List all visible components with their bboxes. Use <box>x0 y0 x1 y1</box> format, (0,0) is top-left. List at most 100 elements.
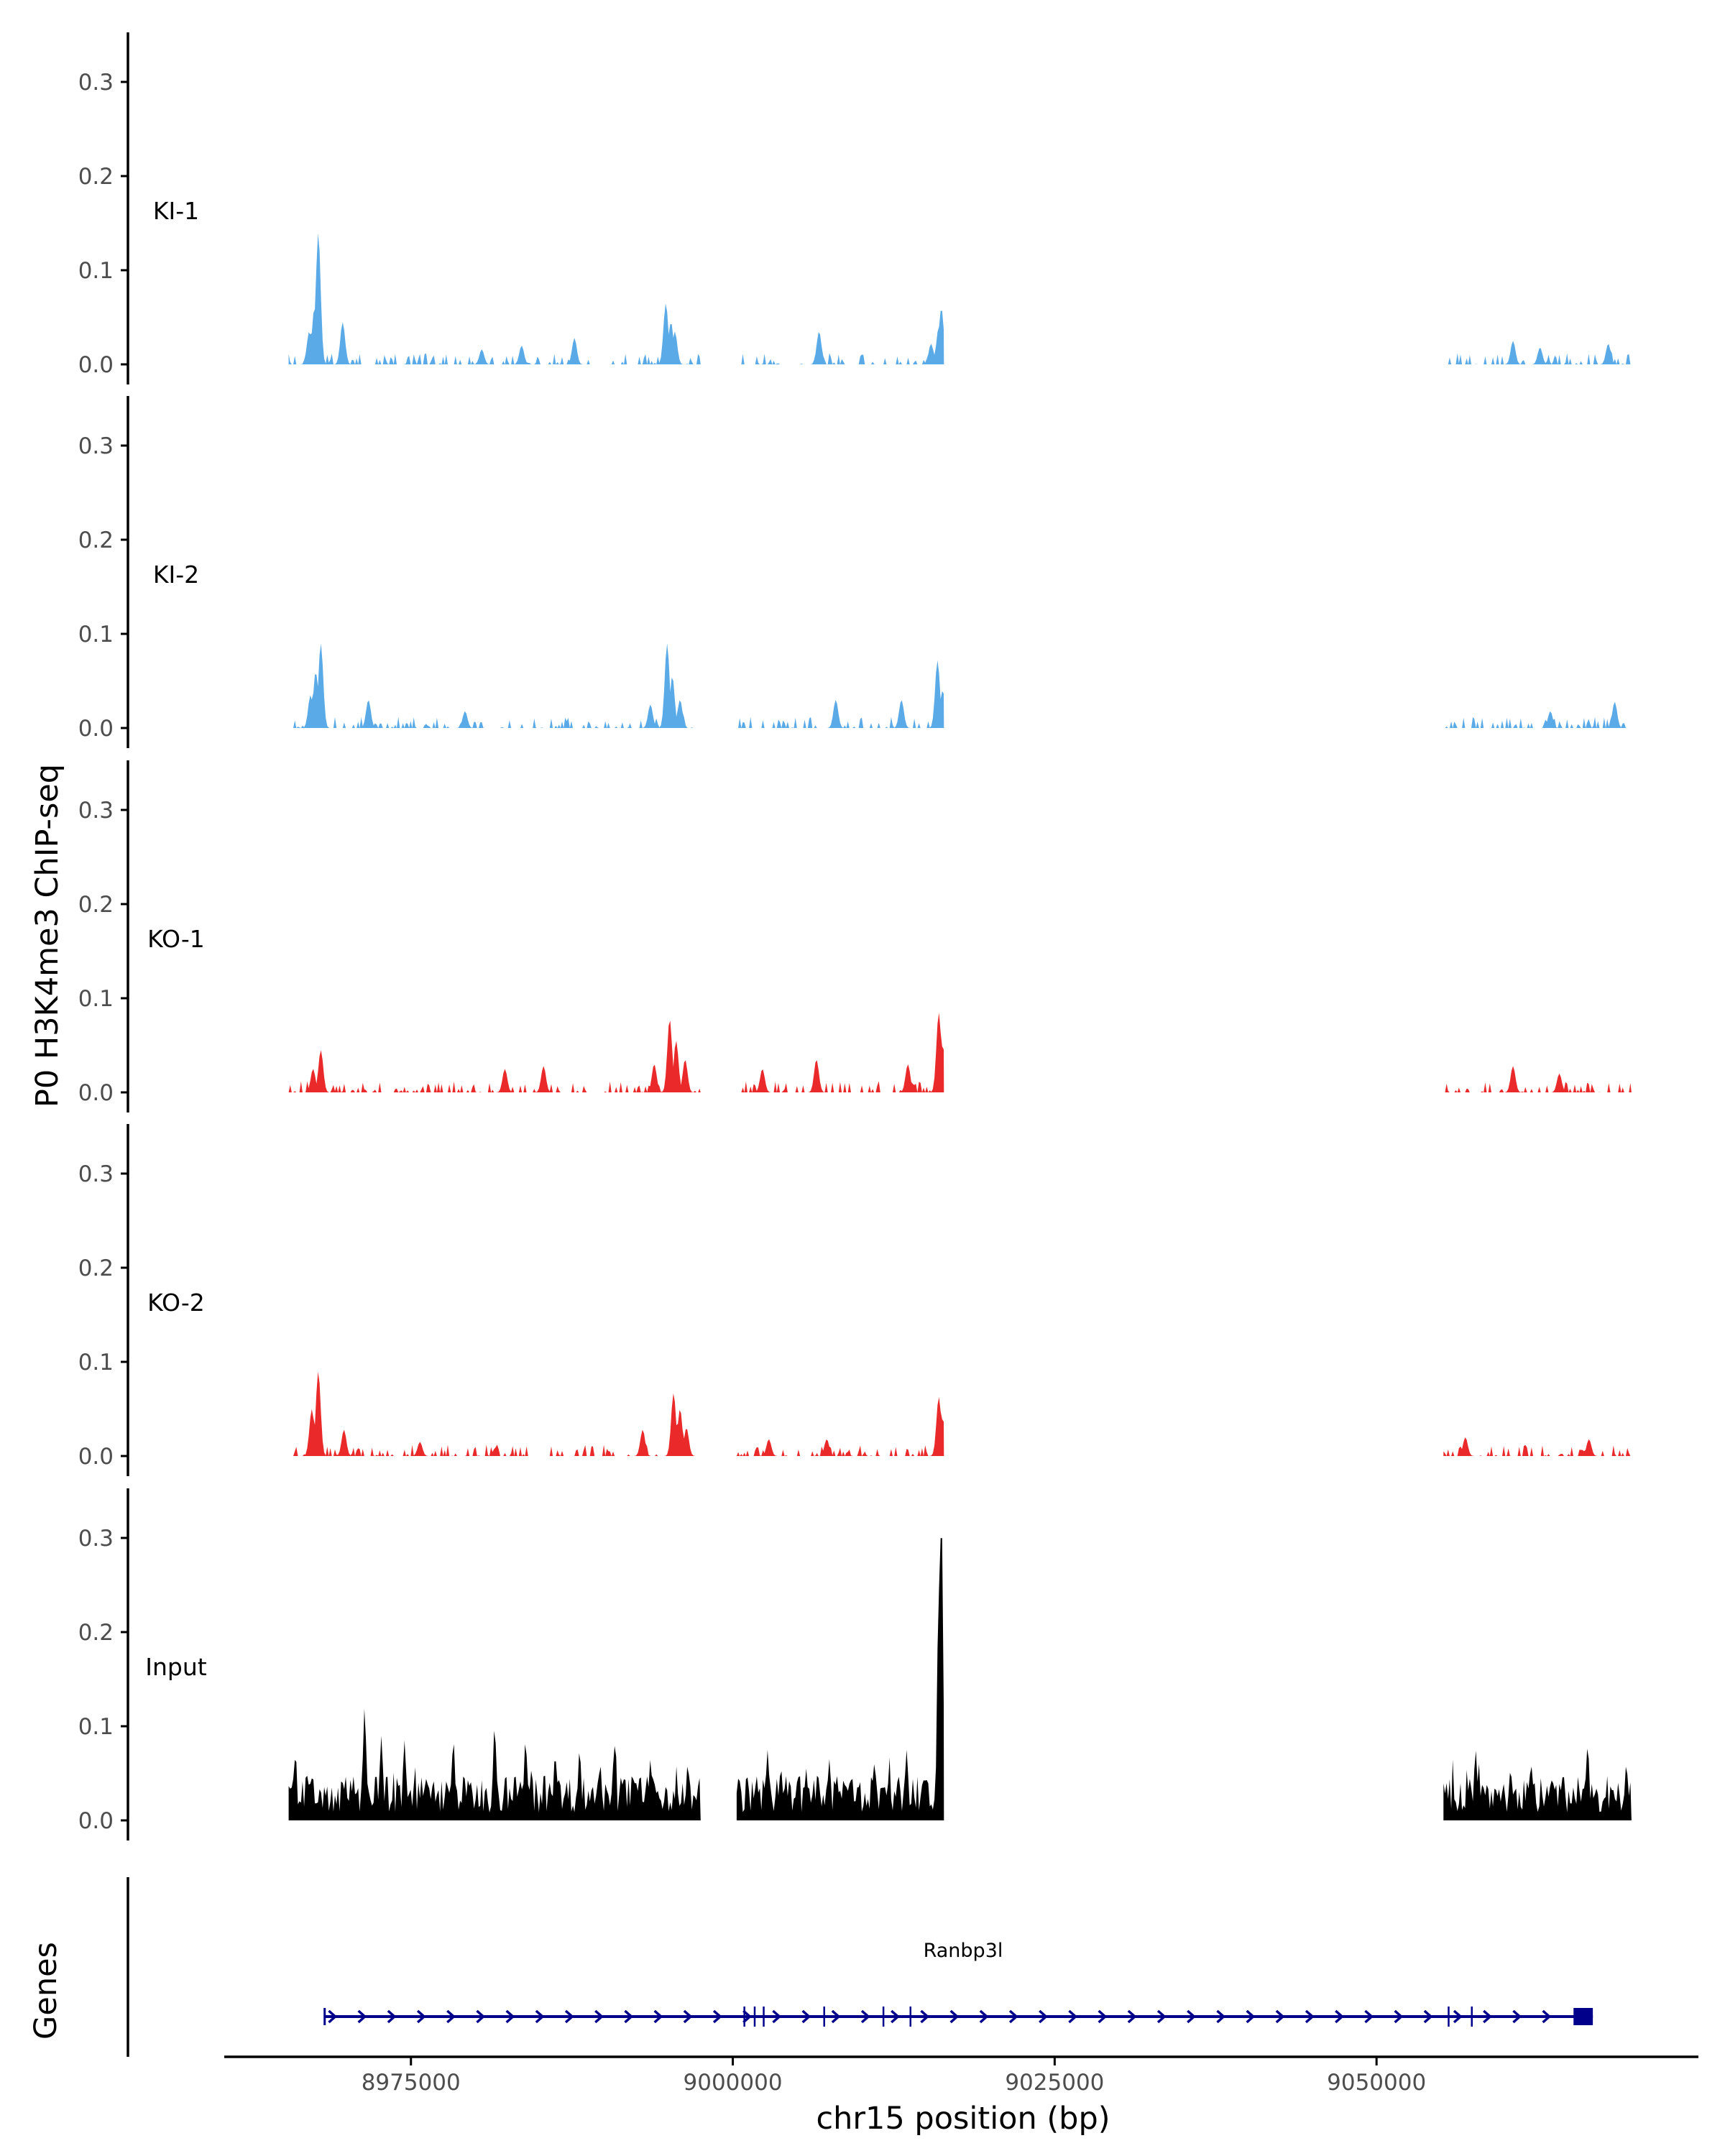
signal-area <box>736 1397 944 1456</box>
track-label: KO-1 <box>147 925 205 953</box>
strand-arrow <box>860 2009 870 2024</box>
strand-arrow <box>891 2009 900 2024</box>
strand-arrow <box>1542 2009 1552 2024</box>
strand-arrow <box>387 2009 397 2024</box>
y-tick-label: 0.1 <box>78 258 114 284</box>
y-tick-label: 0.3 <box>78 433 114 459</box>
strand-arrow <box>1335 2009 1344 2024</box>
signal-area <box>288 233 701 364</box>
y-tick-label: 0.2 <box>78 1256 114 1281</box>
strand-arrow <box>831 2009 841 2024</box>
y-axis-title: P0 H3K4me3 ChIP-seq <box>29 764 65 1107</box>
strand-arrow <box>416 2009 426 2024</box>
x-tick-label: 9000000 <box>684 2070 783 2096</box>
y-tick-label: 0.1 <box>78 622 114 648</box>
strand-arrow <box>1098 2009 1108 2024</box>
signal-area <box>1443 701 1632 728</box>
strand-arrow <box>949 2009 960 2024</box>
strand-arrow <box>1156 2009 1167 2024</box>
strand-arrow <box>801 2009 811 2024</box>
signal-area <box>1443 1749 1632 1820</box>
y-tick-label: 0.0 <box>78 1444 114 1470</box>
y-tick-label: 0.0 <box>78 1080 114 1106</box>
strand-arrow <box>1275 2009 1285 2024</box>
track-label: Input <box>145 1653 207 1681</box>
strand-arrow <box>920 2009 930 2024</box>
y-tick-label: 0.2 <box>78 528 114 553</box>
strand-arrow <box>742 2009 752 2024</box>
signal-area <box>288 1708 701 1820</box>
y-tick-label: 0.0 <box>78 716 114 742</box>
strand-arrow <box>1216 2009 1226 2024</box>
y-tick-label: 0.3 <box>78 1161 114 1187</box>
strand-arrow <box>1008 2009 1018 2024</box>
y-tick-label: 0.1 <box>78 986 114 1012</box>
strand-arrow <box>1483 2009 1492 2024</box>
x-axis: 8975000 9000000 9025000 9050000 <box>224 2055 1698 2096</box>
signal-area <box>736 660 944 728</box>
signal-area <box>288 643 701 728</box>
signal-area <box>288 1021 701 1092</box>
strand-arrow <box>594 2009 604 2024</box>
strand-arrow <box>1127 2009 1137 2024</box>
strand-arrow <box>328 2009 338 2024</box>
y-tick-label: 0.2 <box>78 164 114 190</box>
y-tick-label: 0.0 <box>78 352 114 378</box>
signal-area <box>1443 341 1632 364</box>
strand-arrow <box>683 2009 693 2024</box>
signal-area <box>1443 1437 1632 1456</box>
track-label: KI-1 <box>153 197 199 225</box>
strand-arrow <box>357 2009 367 2024</box>
strand-arrow <box>1512 2009 1522 2024</box>
tracks-layer: 0.00.10.20.3KI-10.00.10.20.3KI-20.00.10.… <box>78 32 1632 1841</box>
y-tick-label: 0.3 <box>78 70 114 96</box>
strand-arrow <box>1246 2009 1256 2024</box>
strand-arrow <box>1364 2009 1374 2024</box>
track-ki-2: 0.0 0.1 0.2 0.3 KI-2 <box>78 396 1632 748</box>
y-tick-label: 0.0 <box>78 1808 114 1834</box>
genes-panel-title: Genes <box>28 1942 64 2040</box>
y-tick-label: 0.1 <box>78 1714 114 1740</box>
track-label: KI-2 <box>153 561 199 589</box>
x-tick-label: 9050000 <box>1327 2070 1426 2096</box>
strand-arrow <box>505 2009 515 2024</box>
strand-arrow <box>476 2009 486 2024</box>
signal-area <box>736 1013 944 1092</box>
genes-panel: Genes Ranbp3l <box>28 1877 1593 2057</box>
signal-area <box>288 1371 701 1456</box>
y-tick-label: 0.2 <box>78 892 114 918</box>
gene-terminal-exon <box>1573 2008 1593 2025</box>
strand-arrow <box>979 2009 989 2024</box>
strand-arrow <box>1187 2009 1196 2024</box>
x-axis-title: chr15 position (bp) <box>816 2101 1110 2137</box>
track-ko-1: 0.0 0.1 0.2 0.3 KO-1 <box>78 760 1632 1112</box>
x-tick-label: 8975000 <box>362 2070 461 2096</box>
strand-arrow <box>653 2009 663 2024</box>
strand-arrow <box>1039 2009 1048 2024</box>
signal-area <box>736 1538 944 1820</box>
strand-arrow <box>772 2009 782 2024</box>
signal-area <box>736 310 944 364</box>
signal-area <box>1443 1066 1632 1092</box>
x-tick-label: 9025000 <box>1005 2070 1104 2096</box>
track-input: 0.0 0.1 0.2 0.3 Input <box>78 1488 1632 1841</box>
y-tick-label: 0.1 <box>78 1350 114 1376</box>
strand-arrow <box>1068 2009 1078 2024</box>
strand-arrow <box>624 2009 634 2024</box>
strand-arrow <box>1305 2009 1315 2024</box>
y-tick-label: 0.3 <box>78 1526 114 1552</box>
track-ko-2: 0.0 0.1 0.2 0.3 KO-2 <box>78 1124 1632 1476</box>
y-tick-label: 0.2 <box>78 1620 114 1646</box>
y-tick-label: 0.3 <box>78 798 114 824</box>
strand-arrow <box>1423 2009 1433 2024</box>
strand-arrow <box>1453 2009 1463 2024</box>
strand-arrow <box>446 2009 456 2024</box>
strand-arrow <box>712 2009 722 2024</box>
strand-arrow <box>1394 2009 1404 2024</box>
strand-arrow <box>535 2009 545 2024</box>
track-label: KO-2 <box>147 1289 205 1317</box>
strand-arrow <box>564 2009 574 2024</box>
track-ki-1: 0.0 0.1 0.2 0.3 KI-1 <box>78 32 1632 384</box>
gene-label: Ranbp3l <box>924 1940 1003 1962</box>
